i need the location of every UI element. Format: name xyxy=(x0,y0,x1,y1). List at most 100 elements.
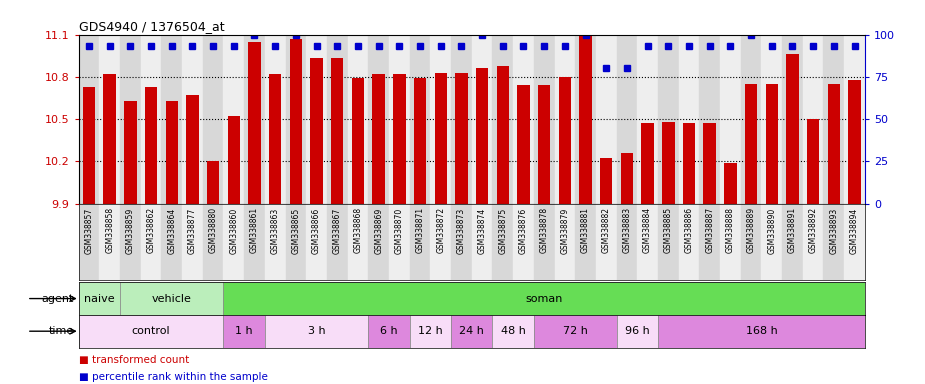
Text: GSM338872: GSM338872 xyxy=(437,207,445,253)
Bar xyxy=(741,204,761,280)
Bar xyxy=(617,35,637,204)
Bar xyxy=(621,153,633,204)
Bar xyxy=(617,315,658,348)
Bar xyxy=(348,35,368,204)
Bar xyxy=(79,35,99,204)
Bar xyxy=(662,122,674,204)
Bar xyxy=(393,74,405,204)
Bar xyxy=(475,68,488,204)
Text: GSM338857: GSM338857 xyxy=(84,207,93,253)
Bar xyxy=(786,54,798,204)
Bar xyxy=(224,35,244,204)
Text: GSM338868: GSM338868 xyxy=(353,207,363,253)
Bar xyxy=(141,35,161,204)
Text: GSM338878: GSM338878 xyxy=(539,207,549,253)
Text: GDS4940 / 1376504_at: GDS4940 / 1376504_at xyxy=(79,20,224,33)
Text: 12 h: 12 h xyxy=(418,326,443,336)
Text: 72 h: 72 h xyxy=(562,326,587,336)
Bar xyxy=(807,119,820,204)
Bar xyxy=(248,41,261,204)
Bar xyxy=(286,35,306,204)
Bar xyxy=(534,315,617,348)
Text: 3 h: 3 h xyxy=(308,326,326,336)
Bar xyxy=(265,315,368,348)
Text: GSM338859: GSM338859 xyxy=(126,207,135,253)
Text: GSM338864: GSM338864 xyxy=(167,207,177,253)
Text: GSM338858: GSM338858 xyxy=(105,207,114,253)
Bar xyxy=(828,84,840,204)
Bar xyxy=(368,315,410,348)
Bar xyxy=(513,35,534,204)
Text: time: time xyxy=(49,326,74,336)
Text: GSM338880: GSM338880 xyxy=(209,207,217,253)
Bar xyxy=(641,123,654,204)
Text: naive: naive xyxy=(84,293,115,304)
Bar xyxy=(724,163,736,204)
Text: GSM338871: GSM338871 xyxy=(415,207,425,253)
Text: GSM338892: GSM338892 xyxy=(808,207,818,253)
Bar xyxy=(120,204,141,280)
Bar xyxy=(538,85,550,204)
Text: GSM338887: GSM338887 xyxy=(705,207,714,253)
Text: GSM338860: GSM338860 xyxy=(229,207,239,253)
Bar xyxy=(203,204,224,280)
Bar xyxy=(352,78,364,204)
Bar xyxy=(534,35,554,204)
Text: 1 h: 1 h xyxy=(235,326,253,336)
Bar xyxy=(145,87,157,204)
Text: GSM338879: GSM338879 xyxy=(561,207,570,253)
Bar xyxy=(203,35,224,204)
Bar xyxy=(848,79,861,204)
Bar xyxy=(435,73,447,204)
Bar xyxy=(182,35,203,204)
Bar xyxy=(803,204,823,280)
Bar xyxy=(224,282,865,315)
Bar xyxy=(82,87,95,204)
Bar xyxy=(492,315,534,348)
Text: GSM338884: GSM338884 xyxy=(643,207,652,253)
Text: soman: soman xyxy=(525,293,562,304)
Text: GSM338865: GSM338865 xyxy=(291,207,301,253)
Bar xyxy=(207,161,219,204)
Bar xyxy=(389,204,410,280)
Bar xyxy=(99,35,120,204)
Bar xyxy=(783,204,803,280)
Bar xyxy=(99,204,120,280)
Text: 24 h: 24 h xyxy=(460,326,484,336)
Bar xyxy=(637,35,658,204)
Bar xyxy=(141,204,161,280)
Bar xyxy=(741,35,761,204)
Text: 168 h: 168 h xyxy=(746,326,777,336)
Bar xyxy=(637,204,658,280)
Text: GSM338874: GSM338874 xyxy=(477,207,487,253)
Text: GSM338873: GSM338873 xyxy=(457,207,466,253)
Text: GSM338893: GSM338893 xyxy=(830,207,838,253)
Bar xyxy=(161,204,182,280)
Bar xyxy=(331,58,343,204)
Text: GSM338890: GSM338890 xyxy=(767,207,776,253)
Bar xyxy=(679,204,699,280)
Bar xyxy=(410,204,430,280)
Bar xyxy=(845,204,865,280)
Bar xyxy=(104,74,116,204)
Bar xyxy=(683,123,696,204)
Bar xyxy=(373,74,385,204)
Bar xyxy=(554,35,575,204)
Text: GSM338862: GSM338862 xyxy=(146,207,155,253)
Text: GSM338875: GSM338875 xyxy=(499,207,507,253)
Bar xyxy=(120,35,141,204)
Bar xyxy=(451,35,472,204)
Bar xyxy=(617,204,637,280)
Bar xyxy=(596,204,617,280)
Bar xyxy=(845,35,865,204)
Bar xyxy=(306,35,327,204)
Bar xyxy=(554,204,575,280)
Bar xyxy=(79,204,99,280)
Bar xyxy=(166,101,178,204)
Bar xyxy=(658,315,865,348)
Bar xyxy=(575,204,596,280)
Bar xyxy=(720,35,741,204)
Bar xyxy=(269,74,281,204)
Bar xyxy=(745,84,758,204)
Bar xyxy=(783,35,803,204)
